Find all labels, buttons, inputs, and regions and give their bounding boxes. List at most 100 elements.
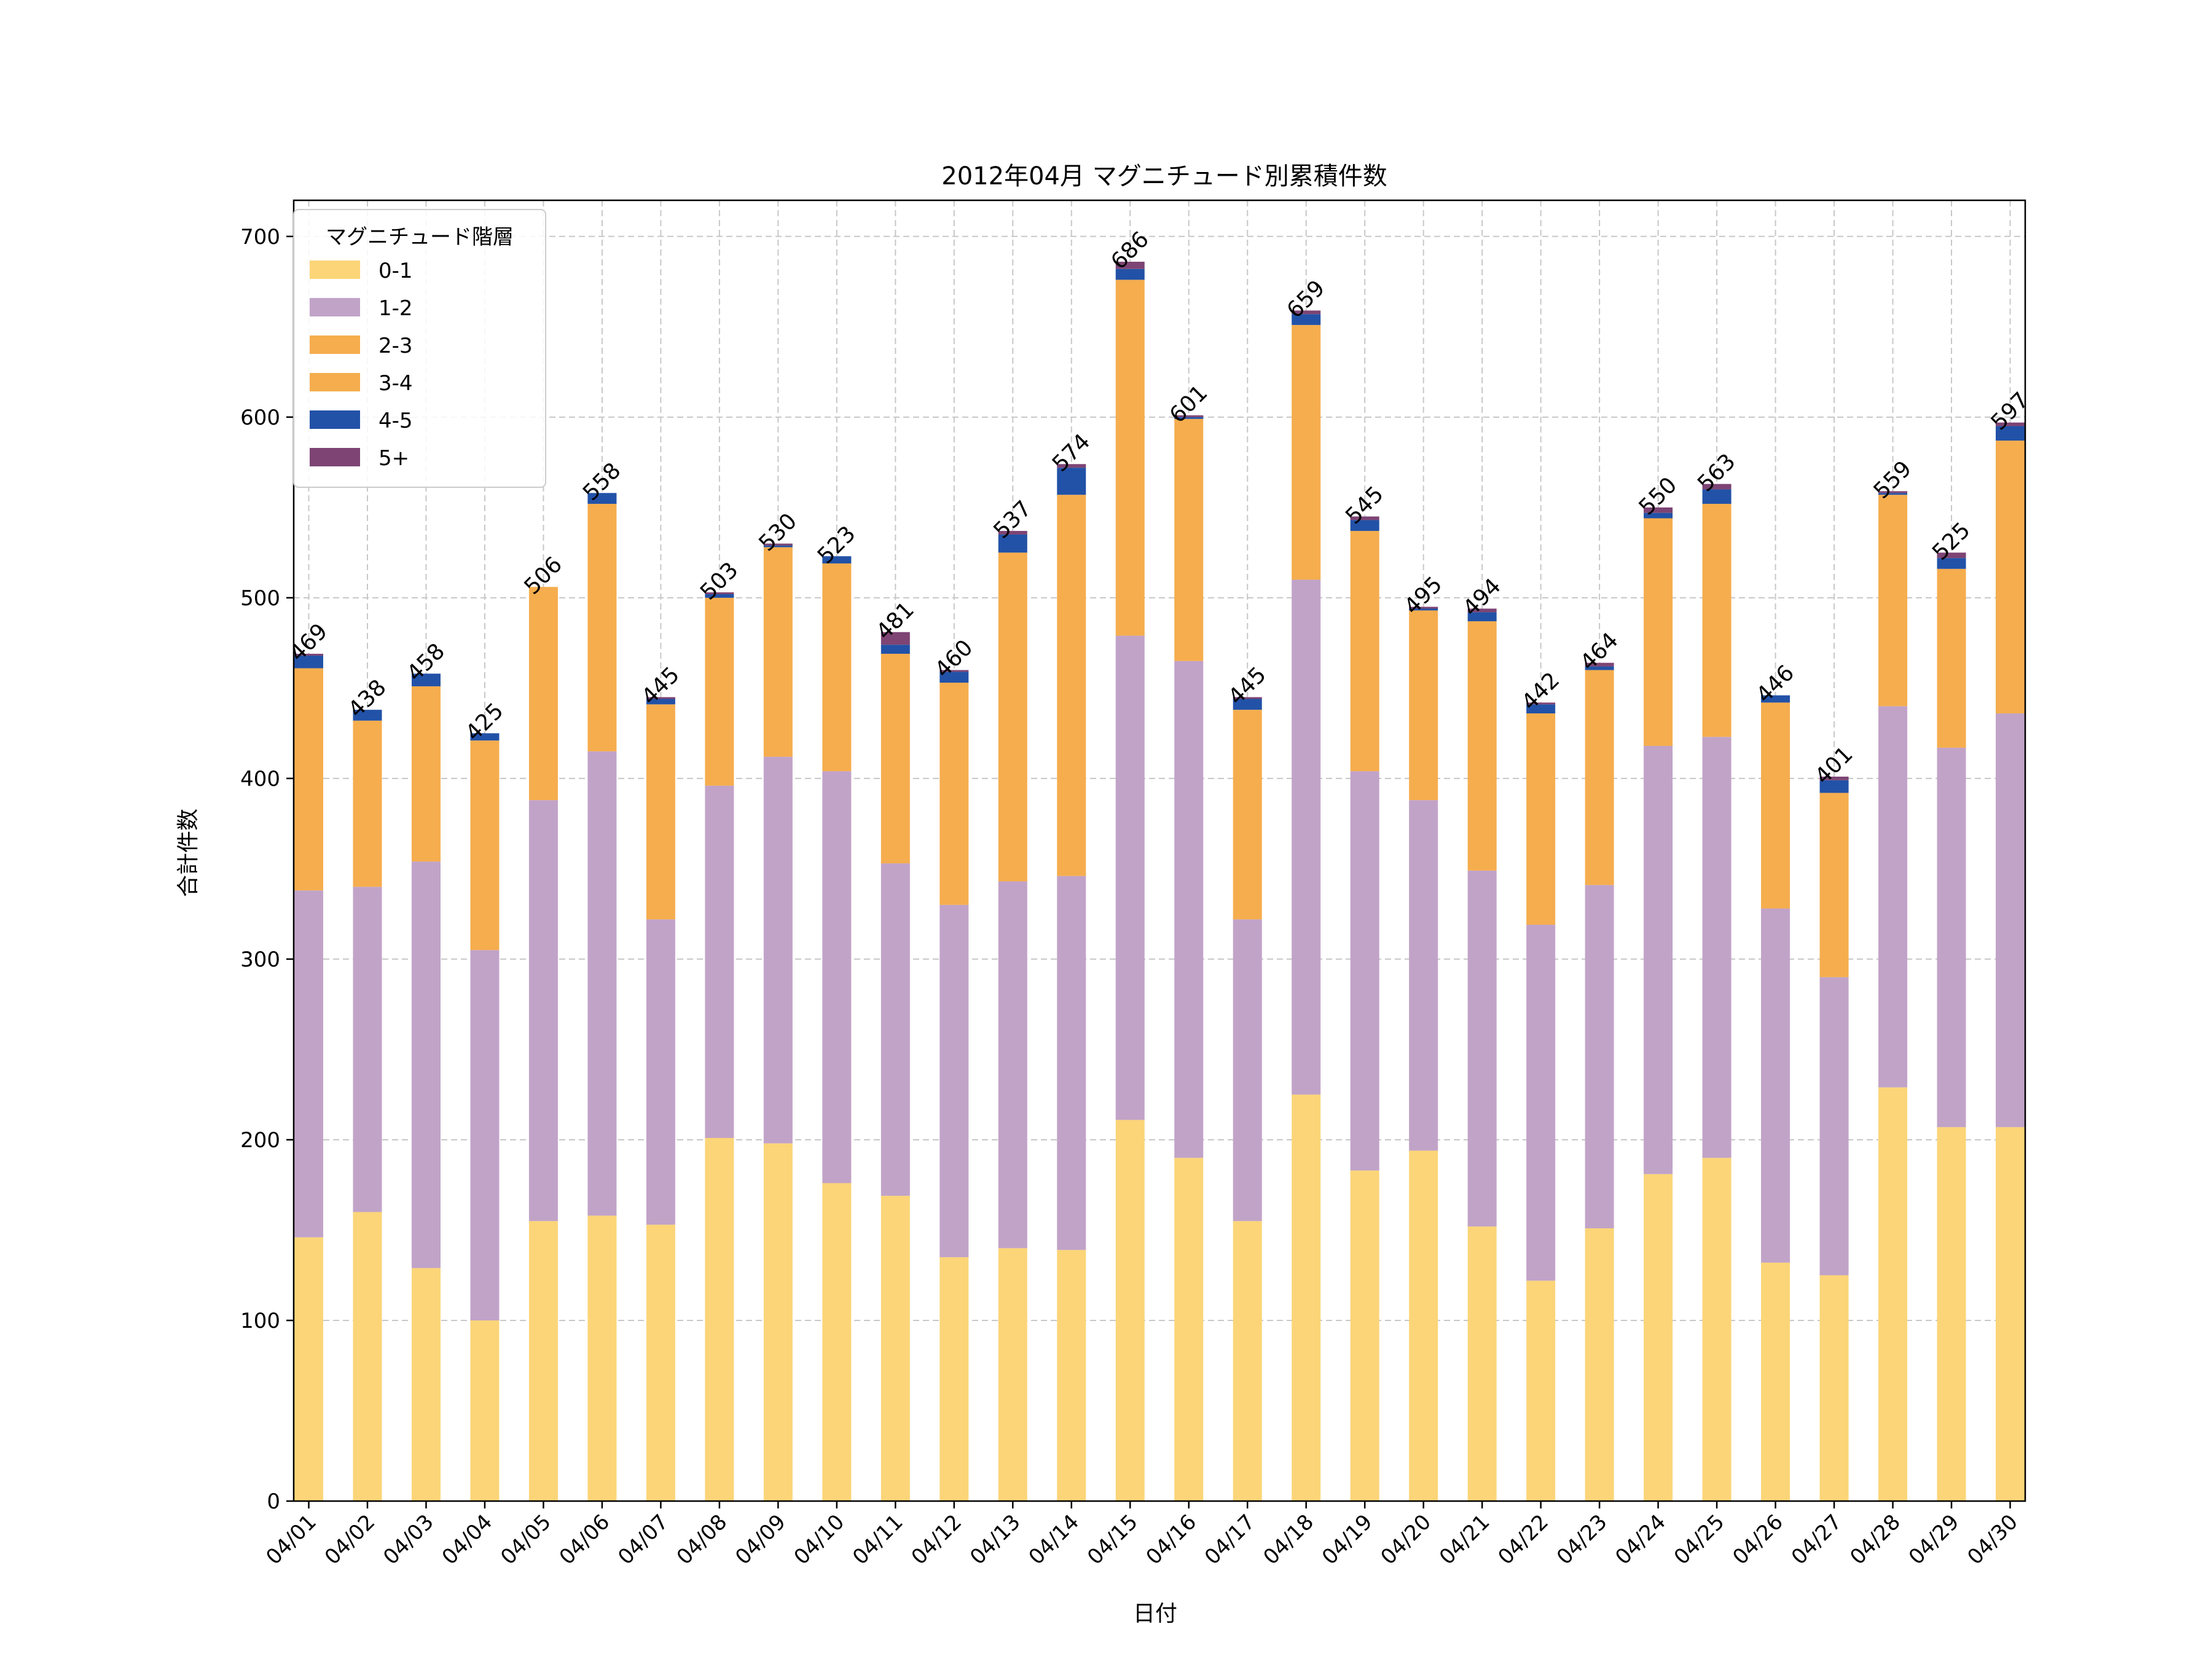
legend-swatch-2-3 [310, 335, 360, 354]
bar-04-04-series-2-3 [470, 740, 500, 951]
bar-04-07-series-2-3 [646, 704, 675, 920]
x-tick-label-04-18: 04/18 [1259, 1510, 1319, 1570]
bar-04-23-series-5+ [1585, 662, 1614, 667]
y-tick-label-700: 700 [240, 225, 280, 249]
x-tick-label-04-07: 04/07 [613, 1510, 673, 1570]
bar-04-10-series-4-5 [822, 556, 852, 563]
bar-04-22-series-0-1 [1526, 1281, 1556, 1501]
bar-04-24-series-1-2 [1644, 745, 1673, 1174]
bar-04-16-series-2-3 [1174, 418, 1204, 661]
x-tick-label-04-19: 04/19 [1317, 1510, 1378, 1570]
legend-label-0-1: 0-1 [378, 259, 413, 283]
bar-04-25-series-5+ [1702, 484, 1732, 490]
bar-04-15-series-0-1 [1115, 1120, 1145, 1501]
bar-04-26-series-2-3 [1761, 702, 1790, 909]
bar-04-02-series-2-3 [353, 720, 382, 887]
bar-04-20-series-5+ [1409, 606, 1438, 609]
y-tick-label-500: 500 [240, 586, 280, 611]
bar-04-30-series-4-5 [1996, 426, 2025, 441]
y-axis-ticks: 0 100 200 300 400 500 600 700 [240, 225, 294, 1514]
bar-04-10-series-2-3 [822, 563, 852, 772]
bar-04-12-series-2-3 [939, 683, 969, 905]
bar-04-23-series-2-3 [1585, 670, 1614, 885]
bar-04-06-series-0-1 [587, 1215, 617, 1501]
bar-04-02-series-4-5 [353, 710, 382, 721]
bar-04-13-series-0-1 [998, 1248, 1027, 1501]
bar-04-20-series-1-2 [1409, 800, 1438, 1151]
x-tick-label-04-26: 04/26 [1728, 1510, 1788, 1570]
total-label-04-19: 545 [1341, 482, 1389, 530]
bar-04-22-series-2-3 [1526, 713, 1556, 925]
bar-04-27-series-2-3 [1819, 793, 1849, 978]
total-label-04-03: 458 [402, 638, 450, 686]
total-label-04-23: 464 [1575, 628, 1623, 676]
total-label-04-18: 659 [1282, 275, 1330, 323]
bar-04-11-series-0-1 [880, 1196, 910, 1501]
bar-04-02-series-1-2 [353, 887, 382, 1212]
bar-04-16-series-4-5 [1174, 417, 1204, 419]
x-tick-label-04-09: 04/09 [731, 1510, 791, 1570]
legend-label-3-4: 3-4 [378, 371, 413, 396]
bar-04-24-series-0-1 [1644, 1174, 1673, 1501]
x-tick-label-04-04: 04/04 [437, 1510, 498, 1570]
total-label-04-17: 445 [1223, 662, 1271, 710]
legend-label-4-5: 4-5 [378, 409, 413, 433]
bar-04-30-series-5+ [1996, 422, 2025, 426]
plot-frame [292, 199, 2026, 1502]
bar-04-17-series-5+ [1233, 697, 1262, 699]
bar-04-13-series-4-5 [998, 534, 1027, 553]
bar-04-08-series-5+ [705, 592, 734, 594]
bar-04-29-series-1-2 [1937, 747, 1966, 1128]
y-tick-label-200: 200 [240, 1128, 280, 1153]
total-label-04-12: 460 [930, 635, 978, 683]
total-label-04-27: 401 [1810, 742, 1858, 790]
bar-04-20-series-0-1 [1409, 1150, 1438, 1501]
bar-04-28-series-1-2 [1878, 706, 1908, 1088]
x-tick-label-04-23: 04/23 [1552, 1510, 1612, 1570]
bar-04-02-series-0-1 [353, 1212, 382, 1501]
bar-04-01-series-5+ [294, 654, 323, 656]
bar-04-22-series-4-5 [1526, 704, 1556, 714]
bar-04-13-series-2-3 [998, 552, 1027, 882]
bar-04-16-series-0-1 [1174, 1158, 1204, 1501]
bar-04-21-series-0-1 [1467, 1226, 1497, 1501]
bar-04-01-series-4-5 [294, 655, 323, 669]
bar-04-28-series-4-5 [1878, 493, 1908, 495]
bar-04-27-series-4-5 [1819, 780, 1849, 793]
bar-04-17-series-1-2 [1233, 919, 1262, 1222]
bar-04-07-series-4-5 [646, 699, 675, 705]
bar-04-29-series-5+ [1937, 552, 1966, 559]
x-tick-label-04-13: 04/13 [965, 1510, 1026, 1570]
bar-04-03-series-0-1 [411, 1268, 441, 1501]
bar-04-15-series-4-5 [1115, 269, 1145, 280]
total-label-04-15: 686 [1106, 227, 1154, 275]
bar-04-01-series-0-1 [294, 1237, 323, 1501]
y-axis-label: 合計件数 [176, 809, 201, 897]
legend-label-1-2: 1-2 [378, 296, 413, 321]
bar-04-14-series-2-3 [1057, 495, 1086, 876]
bar-04-26-series-0-1 [1761, 1262, 1790, 1501]
x-tick-label-04-05: 04/05 [496, 1510, 556, 1570]
legend-title: マグニチュード階層 [326, 225, 514, 249]
x-tick-label-04-12: 04/12 [907, 1510, 967, 1570]
chart-title: 2012年04月 マグニチュード別累積件数 [941, 162, 1387, 190]
total-label-04-11: 481 [871, 597, 919, 645]
bar-04-09-series-2-3 [763, 547, 793, 757]
bar-04-13-series-5+ [998, 531, 1027, 535]
bar-04-03-series-2-3 [411, 686, 441, 862]
bar-04-12-series-4-5 [939, 672, 969, 683]
bar-04-07-series-1-2 [646, 919, 675, 1225]
legend-swatch-4-5 [310, 410, 360, 429]
bar-04-08-series-2-3 [705, 597, 734, 786]
bar-04-27-series-5+ [1819, 776, 1849, 780]
bar-04-26-series-4-5 [1761, 695, 1790, 703]
total-label-04-21: 494 [1458, 574, 1506, 622]
total-label-04-20: 495 [1400, 572, 1448, 620]
bar-04-16-series-5+ [1174, 415, 1204, 417]
bar-04-12-series-0-1 [939, 1257, 969, 1501]
bar-04-14-series-1-2 [1057, 876, 1086, 1250]
x-tick-label-04-10: 04/10 [790, 1510, 850, 1570]
bar-04-04-series-0-1 [470, 1320, 500, 1501]
bar-04-14-series-4-5 [1057, 468, 1086, 495]
bar-04-30-series-2-3 [1996, 441, 2025, 714]
